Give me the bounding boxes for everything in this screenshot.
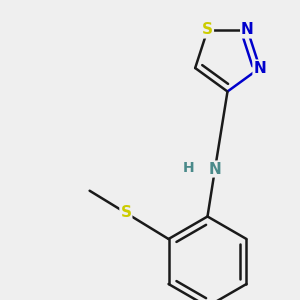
Text: N: N (241, 22, 254, 38)
Text: S: S (202, 22, 213, 38)
Text: S: S (120, 206, 131, 220)
Text: N: N (254, 61, 266, 76)
Text: N: N (208, 161, 221, 176)
Text: H: H (183, 160, 195, 175)
